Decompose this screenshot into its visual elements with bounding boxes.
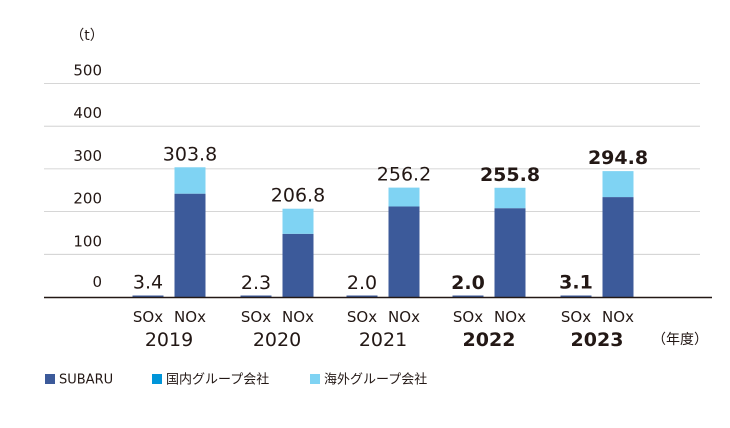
- year-group-2022: [452, 187, 526, 297]
- legend-label: SUBARU: [59, 373, 113, 388]
- nox-category-label: NOx: [494, 308, 526, 326]
- nox-bar-SUBARU: [174, 193, 206, 297]
- sox-total-label: 2.3: [241, 272, 271, 294]
- grid: [44, 83, 700, 255]
- sox-bar-SUBARU: [240, 295, 272, 297]
- nox-bar-海外グループ会社: [282, 208, 314, 234]
- year-group-2019: [132, 167, 206, 297]
- year-group-2023: [560, 171, 634, 297]
- sox-bar-SUBARU: [452, 295, 484, 297]
- sox-category-label: SOx: [133, 308, 163, 326]
- nox-bar-SUBARU: [388, 206, 420, 297]
- nox-bar-海外グループ会社: [602, 171, 634, 198]
- legend-swatch: [45, 374, 55, 384]
- nox-category-label: NOx: [282, 308, 314, 326]
- nox-total-label: 256.2: [377, 164, 431, 186]
- year-label: 2021: [359, 329, 407, 351]
- sox-bar-SUBARU: [132, 295, 164, 297]
- sox-bar-SUBARU: [346, 295, 378, 297]
- y-tick-label: 400: [73, 104, 102, 122]
- nox-bar-SUBARU: [494, 208, 526, 297]
- sox-category-label: SOx: [561, 308, 591, 326]
- nox-total-label: 255.8: [480, 164, 540, 186]
- y-unit-label: （t）: [70, 28, 104, 44]
- sox-total-label: 3.4: [133, 272, 163, 294]
- y-tick-label: 100: [73, 232, 102, 250]
- data-labels: 3.4 303.8 2.3 206.8 2.0 256.2 2.0 255.8 3.1 294.8: [133, 143, 648, 294]
- nox-total-label: 294.8: [588, 147, 648, 169]
- legend-label: 国内グループ会社: [166, 372, 269, 388]
- bars: [132, 167, 634, 297]
- sox-bar-SUBARU: [560, 295, 592, 297]
- nox-category-label: NOx: [602, 308, 634, 326]
- nox-bar-海外グループ会社: [388, 187, 420, 207]
- y-tick-label: 300: [73, 147, 102, 165]
- nox-bar-海外グループ会社: [174, 167, 206, 194]
- year-label: 2019: [145, 329, 193, 351]
- nox-total-label: 303.8: [163, 143, 217, 165]
- year-label: 2023: [571, 329, 624, 351]
- nox-bar-SUBARU: [282, 233, 314, 297]
- nox-bar-SUBARU: [602, 197, 634, 297]
- y-tick-label: 200: [73, 190, 102, 208]
- x-unit-label: （年度）: [652, 332, 708, 348]
- nox-bar-海外グループ会社: [494, 187, 526, 209]
- sox-category-label: SOx: [241, 308, 271, 326]
- x-axis: SOx NOx 2019 SOx NOx 2020 SOx NOx 2021 SOx NOx 2022…: [44, 296, 712, 351]
- sox-category-label: SOx: [347, 308, 377, 326]
- sox-total-label: 3.1: [559, 272, 593, 294]
- y-axis: （t） 0 100 200 300 400 500: [70, 28, 104, 291]
- legend-label: 海外グループ会社: [324, 372, 427, 388]
- nox-category-label: NOx: [174, 308, 206, 326]
- legend-swatch: [310, 374, 320, 384]
- legend-item: 海外グループ会社: [310, 372, 427, 388]
- sox-total-label: 2.0: [347, 272, 377, 294]
- year-group-2021: [346, 187, 420, 297]
- nox-category-label: NOx: [388, 308, 420, 326]
- y-tick-label: 500: [73, 62, 102, 80]
- sox-category-label: SOx: [453, 308, 483, 326]
- legend-item: 国内グループ会社: [152, 372, 269, 388]
- sox-total-label: 2.0: [451, 272, 485, 294]
- year-group-2020: [240, 208, 314, 297]
- year-label: 2022: [463, 329, 516, 351]
- legend: SUBARU 国内グループ会社 海外グループ会社: [45, 372, 427, 388]
- legend-swatch: [152, 374, 162, 384]
- y-tick-label: 0: [92, 273, 102, 291]
- nox-total-label: 206.8: [271, 185, 325, 207]
- year-label: 2020: [253, 329, 301, 351]
- legend-item: SUBARU: [45, 373, 113, 388]
